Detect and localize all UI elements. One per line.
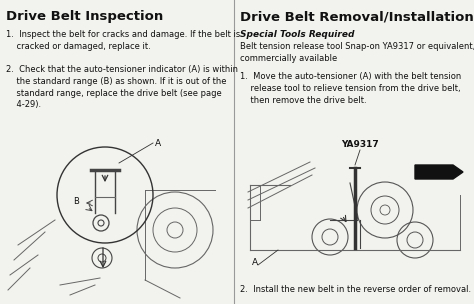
FancyArrow shape [415,165,463,179]
Text: Drive Belt Removal/Installation: Drive Belt Removal/Installation [240,10,474,23]
Text: 2.  Check that the auto-tensioner indicator (A) is within
    the standard range: 2. Check that the auto-tensioner indicat… [6,65,238,109]
Text: 1.  Move the auto-tensioner (A) with the belt tension
    release tool to reliev: 1. Move the auto-tensioner (A) with the … [240,72,461,105]
Text: A: A [155,139,161,147]
Text: Drive Belt Inspection: Drive Belt Inspection [6,10,163,23]
Text: Special Tools Required: Special Tools Required [240,30,354,39]
Text: YA9317: YA9317 [341,140,379,149]
Text: A: A [252,258,258,267]
Text: 2.  Install the new belt in the reverse order of removal.: 2. Install the new belt in the reverse o… [240,285,471,294]
Text: 1.  Inspect the belt for cracks and damage. If the belt is
    cracked or damage: 1. Inspect the belt for cracks and damag… [6,30,240,51]
Text: B: B [73,198,79,206]
Text: Belt tension release tool Snap-on YA9317 or equivalent,
commercially available: Belt tension release tool Snap-on YA9317… [240,42,474,63]
